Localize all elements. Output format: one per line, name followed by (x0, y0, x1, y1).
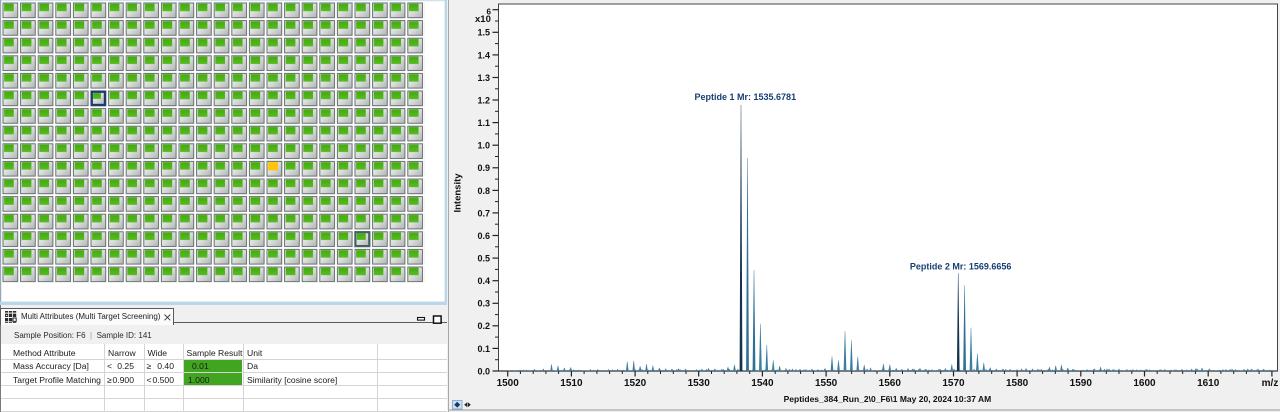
svg-text:1520: 1520 (624, 378, 647, 389)
svg-text:1540: 1540 (751, 378, 774, 389)
svg-text:m/z: m/z (1262, 378, 1279, 389)
svg-text:1570: 1570 (942, 378, 965, 389)
svg-text:0.6: 0.6 (477, 231, 490, 241)
svg-text:0.8: 0.8 (477, 186, 490, 196)
svg-text:0.9: 0.9 (477, 163, 490, 173)
svg-text:1580: 1580 (1006, 378, 1029, 389)
svg-text:1550: 1550 (815, 378, 838, 389)
svg-text:1.5: 1.5 (477, 28, 490, 38)
svg-text:0.4: 0.4 (477, 276, 490, 286)
svg-text:x10: x10 (475, 14, 491, 25)
svg-text:0.1: 0.1 (477, 344, 490, 354)
svg-text:Peptides_384_Run_2\0_F6\1 May: Peptides_384_Run_2\0_F6\1 May 20, 2024 1… (784, 394, 992, 404)
svg-text:0.5: 0.5 (477, 254, 490, 264)
svg-text:1560: 1560 (879, 378, 902, 389)
svg-text:1.4: 1.4 (477, 50, 490, 60)
svg-text:1500: 1500 (497, 378, 520, 389)
svg-text:Peptide 2 Mr: 1569.6656: Peptide 2 Mr: 1569.6656 (910, 262, 1012, 272)
svg-text:1510: 1510 (560, 378, 583, 389)
svg-text:1600: 1600 (1133, 378, 1156, 389)
svg-text:1590: 1590 (1070, 378, 1093, 389)
svg-text:1530: 1530 (688, 378, 711, 389)
svg-text:0.0: 0.0 (477, 366, 490, 376)
svg-text:1.3: 1.3 (477, 73, 490, 83)
svg-text:0.2: 0.2 (477, 321, 490, 331)
svg-text:Peptide 1 Mr: 1535.6781: Peptide 1 Mr: 1535.6781 (695, 92, 797, 102)
svg-text:1.0: 1.0 (477, 141, 490, 151)
svg-text:0.3: 0.3 (477, 299, 490, 309)
svg-text:6: 6 (487, 8, 492, 17)
svg-text:0.7: 0.7 (477, 208, 490, 218)
svg-text:1.2: 1.2 (477, 95, 490, 105)
svg-text:1610: 1610 (1197, 378, 1220, 389)
svg-text:1.1: 1.1 (477, 118, 490, 128)
svg-text:Intensity: Intensity (453, 173, 464, 213)
